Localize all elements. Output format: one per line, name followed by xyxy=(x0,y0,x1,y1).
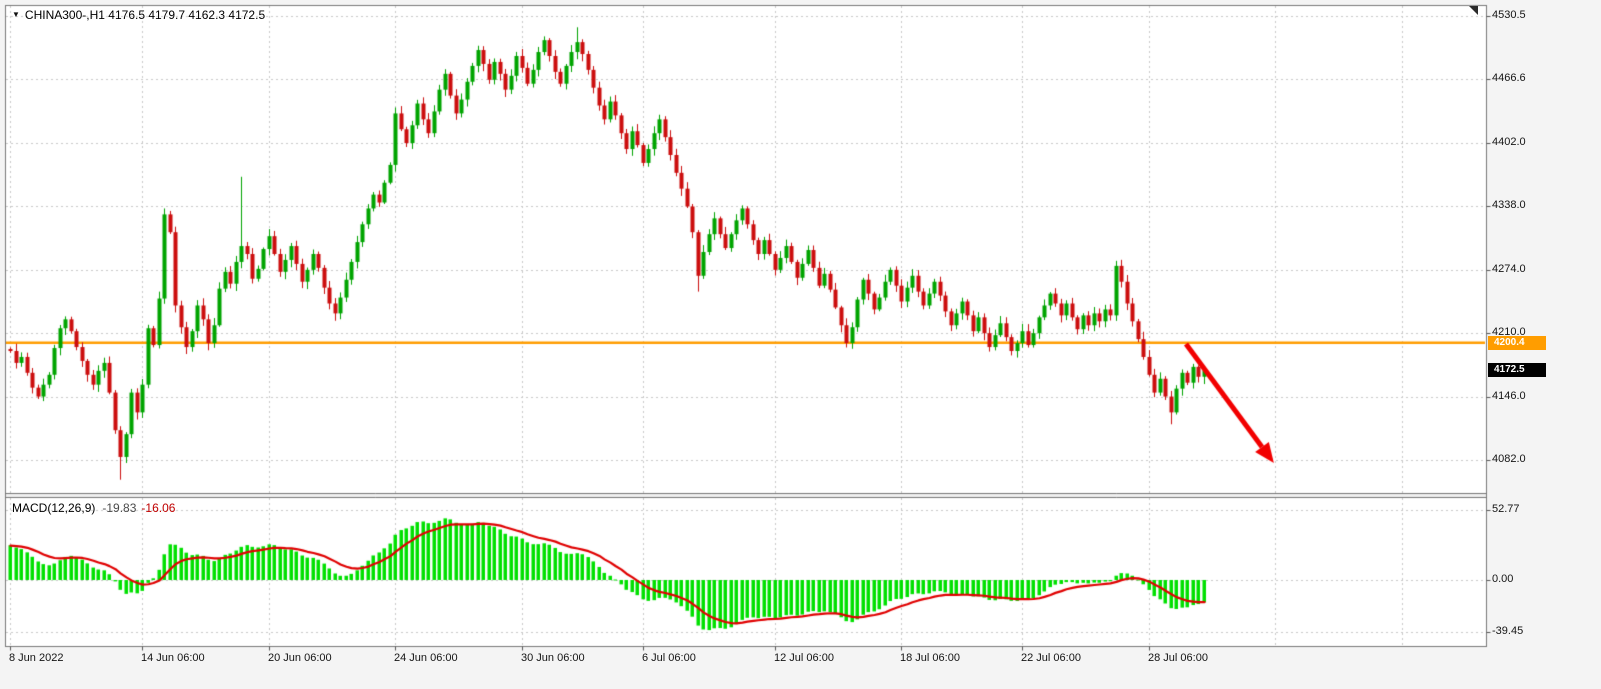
chart-shift-marker-icon[interactable] xyxy=(1469,6,1478,15)
symbol-timeframe-label: CHINA300-,H1 xyxy=(24,8,105,22)
macd-signal-value: -16.06 xyxy=(141,501,176,515)
current-price-badge: 4172.5 xyxy=(1488,363,1546,378)
macd-name: MACD(12,26,9) xyxy=(12,501,96,515)
chart-title: ▼ CHINA300-,H1 4176.5 4179.7 4162.3 4172.… xyxy=(12,8,265,22)
hline-price-badge: 4200.4 xyxy=(1488,335,1546,350)
macd-value: -19.83 xyxy=(102,501,137,515)
ohlc-readout: 4176.5 4179.7 4162.3 4172.5 xyxy=(108,8,266,22)
symbol-dropdown-icon[interactable]: ▼ xyxy=(12,10,20,19)
macd-indicator-label: MACD(12,26,9) -19.83 -16.06 xyxy=(12,501,175,515)
